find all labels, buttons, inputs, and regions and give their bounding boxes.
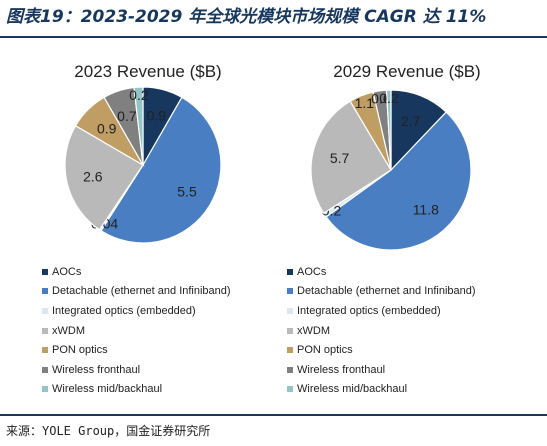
legend-item-2029-4: PON optics <box>287 340 476 360</box>
legend-label: Integrated optics (embedded) <box>297 304 441 317</box>
legend-swatch <box>42 347 48 354</box>
legend-item-2023-6: Wireless mid/backhaul <box>42 380 231 400</box>
pie-slice-2023-6 <box>133 86 144 166</box>
legend-swatch <box>287 386 293 393</box>
legend-item-2029-3: xWDM <box>287 321 476 341</box>
legend-label: Wireless mid/backhaul <box>52 383 163 396</box>
legend-item-2023-5: Wireless fronthaul <box>42 360 231 380</box>
pie-slice-2029-1 <box>325 111 472 251</box>
legend-swatch <box>287 268 293 275</box>
legend-item-2023-4: PON optics <box>42 340 231 360</box>
legend-2029: AOCs Detachable (ethernet and Infiniband)… <box>287 262 476 399</box>
chart-title-2023: 2023 Revenue ($B) <box>74 62 222 81</box>
data-label-2023-1: 5.5 <box>177 184 197 200</box>
data-label-2029-6: 0.2 <box>379 90 399 106</box>
legend-label: xWDM <box>52 324 85 337</box>
chart-title-2029: 2029 Revenue ($B) <box>333 62 481 81</box>
legend-label: PON optics <box>297 344 353 357</box>
source-rule <box>0 414 547 416</box>
pie-slice-2023-3 <box>64 124 144 231</box>
pie-slice-2023-1 <box>100 96 222 244</box>
data-label-2029-1: 11.8 <box>413 202 439 218</box>
legend-item-2029-0: AOCs <box>287 262 476 282</box>
legend-label: Wireless mid/backhaul <box>297 383 408 396</box>
legend-label: Integrated optics (embedded) <box>52 304 196 317</box>
legend-swatch <box>42 288 48 295</box>
legend-item-2029-6: Wireless mid/backhaul <box>287 380 476 400</box>
legend-label: AOCs <box>297 265 327 278</box>
legend-label: AOCs <box>52 265 82 278</box>
legend-swatch <box>287 288 293 295</box>
legend-item-2029-1: Detachable (ethernet and Infiniband) <box>287 282 476 302</box>
data-label-2029-0: 2.7 <box>401 113 421 129</box>
data-label-2023-4: 0.9 <box>97 121 117 137</box>
legend-item-2023-3: xWDM <box>42 321 231 341</box>
legend-item-2023-1: Detachable (ethernet and Infiniband) <box>42 282 231 302</box>
figure-title: 图表19：2023-2029 年全球光模块市场规模 CAGR 达 11% <box>6 7 487 27</box>
legend-swatch <box>287 366 293 373</box>
data-label-2023-0: 0.9 <box>147 107 167 123</box>
legend-swatch <box>42 366 48 373</box>
legend-item-2029-5: Wireless fronthaul <box>287 360 476 380</box>
data-label-2023-3: 2.6 <box>83 169 103 185</box>
source-note: 来源：YOLE Group，国金证券研究所 <box>6 424 211 438</box>
legend-swatch <box>42 327 48 334</box>
legend-swatch <box>287 327 293 334</box>
legend-item-2029-2: Integrated optics (embedded) <box>287 301 476 321</box>
legend-swatch <box>42 307 48 314</box>
title-rule <box>0 36 547 38</box>
pie-slice-2029-0 <box>390 89 448 172</box>
legend-label: Detachable (ethernet and Infiniband) <box>297 285 476 298</box>
legend-label: PON optics <box>52 344 108 357</box>
legend-swatch <box>42 268 48 275</box>
data-label-2029-4: 1.1 <box>355 95 375 111</box>
pie-slice-2029-3 <box>310 100 392 215</box>
legend-swatch <box>287 347 293 354</box>
legend-label: Wireless fronthaul <box>52 363 141 376</box>
legend-label: Detachable (ethernet and Infiniband) <box>52 285 231 298</box>
legend-item-2023-0: AOCs <box>42 262 231 282</box>
data-label-2023-6: 0.2 <box>129 87 149 103</box>
legend-swatch <box>42 386 48 393</box>
legend-item-2023-2: Integrated optics (embedded) <box>42 301 231 321</box>
legend-label: Wireless fronthaul <box>297 363 386 376</box>
data-label-2029-5: 0.6 <box>371 91 391 107</box>
legend-label: xWDM <box>297 324 330 337</box>
legend-2023: AOCs Detachable (ethernet and Infiniband)… <box>42 262 231 399</box>
pie-slice-2029-6 <box>385 89 392 171</box>
legend-swatch <box>287 307 293 314</box>
data-label-2029-3: 5.7 <box>330 150 350 166</box>
data-label-2023-5: 0.7 <box>117 108 137 124</box>
